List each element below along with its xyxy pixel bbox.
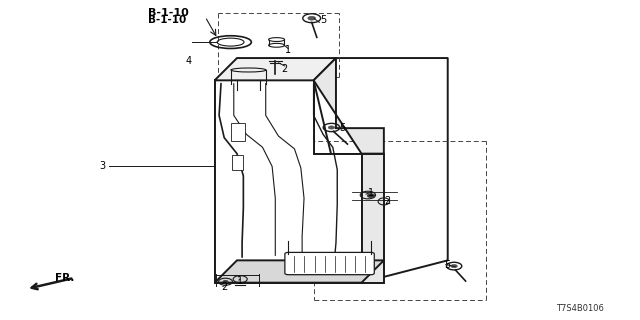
Text: 1: 1 <box>368 188 374 198</box>
Polygon shape <box>362 154 384 283</box>
Text: T7S4B0106: T7S4B0106 <box>556 304 604 313</box>
Text: 1: 1 <box>285 45 291 55</box>
Text: 4: 4 <box>186 56 192 66</box>
Text: B-1-10: B-1-10 <box>148 15 186 25</box>
FancyBboxPatch shape <box>285 252 374 275</box>
Text: 2: 2 <box>221 283 227 292</box>
Text: 5: 5 <box>339 123 346 133</box>
Text: B-1-10: B-1-10 <box>148 8 188 19</box>
Polygon shape <box>214 80 362 283</box>
Circle shape <box>223 280 228 283</box>
Polygon shape <box>214 260 384 283</box>
Circle shape <box>308 16 316 20</box>
Circle shape <box>367 194 375 197</box>
Text: 1: 1 <box>237 276 243 286</box>
Text: 3: 3 <box>100 161 106 172</box>
FancyBboxPatch shape <box>230 123 244 141</box>
Text: FR.: FR. <box>55 273 74 283</box>
Polygon shape <box>214 58 336 80</box>
Circle shape <box>451 265 458 268</box>
Text: 5: 5 <box>445 260 451 270</box>
Circle shape <box>328 126 335 129</box>
Text: 5: 5 <box>320 15 326 25</box>
Polygon shape <box>314 58 384 154</box>
FancyBboxPatch shape <box>232 155 243 170</box>
Text: 2: 2 <box>282 64 288 74</box>
Text: 2: 2 <box>384 196 390 206</box>
